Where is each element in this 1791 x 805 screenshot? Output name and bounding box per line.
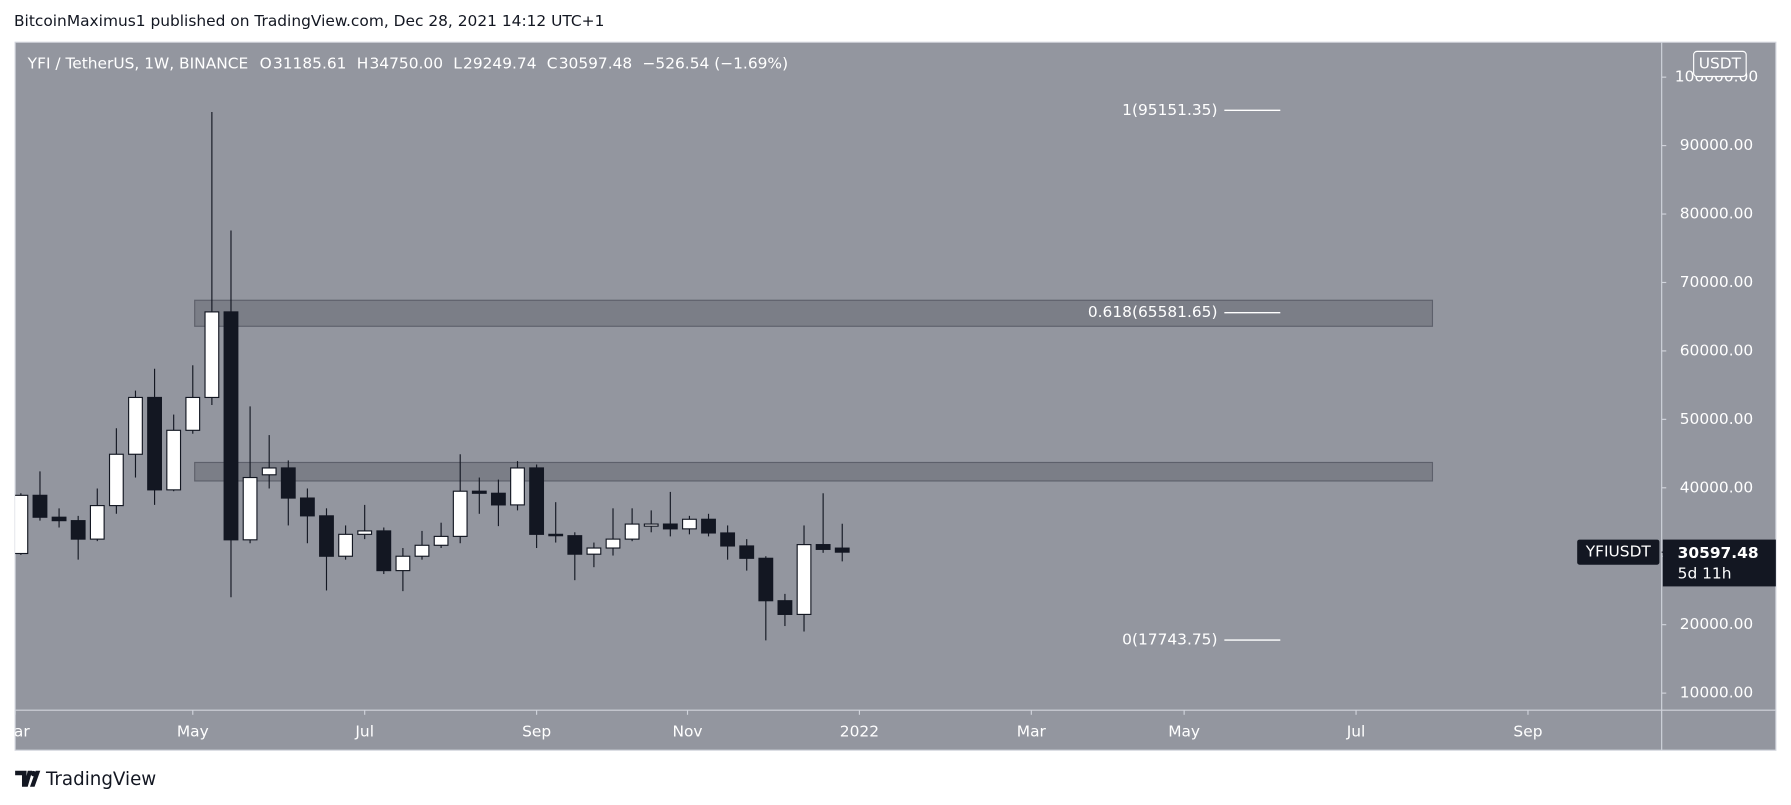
y-tick-label: 20000.00	[1680, 615, 1754, 633]
candle-body	[185, 396, 201, 431]
price-tag	[1662, 539, 1776, 587]
x-tick-label: Mar	[1017, 722, 1047, 740]
ohlc-key: O	[260, 54, 272, 72]
y-tick-label: 80000.00	[1680, 205, 1754, 223]
candle-body	[108, 453, 124, 507]
brand: TradingView	[45, 769, 156, 790]
candle-body	[15, 494, 29, 555]
candle-body	[701, 518, 716, 534]
candle-body	[147, 396, 163, 491]
candle-body	[624, 523, 640, 540]
ohlc-value: 30597.48	[559, 54, 633, 72]
candle-body	[510, 467, 525, 506]
candle-body	[299, 497, 315, 517]
candle-body	[32, 494, 48, 518]
symbol-tag	[1577, 539, 1660, 565]
candle-body	[319, 515, 334, 557]
candle-body	[548, 533, 564, 537]
candle-body	[261, 467, 277, 476]
brand-logo	[15, 770, 41, 787]
y-tick-label: 40000.00	[1680, 478, 1754, 496]
candle-body	[529, 467, 545, 535]
axes: 10000.0020000.0030000.0040000.0050000.00…	[1, 68, 1776, 740]
candle-body	[89, 505, 105, 540]
x-tick-label: Sep	[522, 722, 551, 740]
currency-badge	[1693, 50, 1747, 78]
symbol-tag-label: YFIUSDT	[1585, 543, 1652, 561]
candle-body	[567, 535, 583, 555]
candle-body	[414, 544, 430, 557]
candle-body	[376, 530, 392, 572]
change: −526.54 (−1.69%)	[643, 54, 789, 72]
price-tag-countdown: 5d 11h	[1678, 564, 1732, 582]
y-tick-label: 70000.00	[1680, 273, 1754, 291]
candle-body	[758, 557, 774, 602]
candle-body	[815, 544, 831, 550]
candle-body	[739, 545, 755, 559]
candle-body	[280, 467, 296, 499]
candle-body	[51, 516, 67, 522]
candle-body	[796, 544, 812, 615]
ohlc-key: L	[453, 54, 462, 72]
y-tick-label: 10000.00	[1680, 684, 1754, 702]
x-tick-label: May	[177, 722, 209, 740]
candle-body	[204, 311, 220, 399]
x-tick-label: Jul	[1346, 722, 1366, 740]
candle-body	[166, 429, 182, 491]
candle-body	[338, 533, 354, 557]
attribution: BitcoinMaximus1 published on TradingView…	[14, 12, 604, 30]
candle-body	[643, 523, 659, 527]
candle-body	[605, 538, 621, 549]
x-tick-label: May	[1168, 722, 1200, 740]
candle-body	[490, 492, 506, 506]
candle-body	[681, 518, 697, 530]
ohlc-value: 29249.74	[463, 54, 537, 72]
x-tick-label: Sep	[1513, 722, 1542, 740]
candle-body	[586, 547, 602, 555]
candle-body	[395, 555, 411, 572]
y-tick-label: 90000.00	[1680, 136, 1754, 154]
candle-body	[223, 311, 239, 541]
candle-body	[834, 547, 850, 553]
ohlc-key: H	[357, 54, 369, 72]
x-tick-label: Jul	[354, 722, 374, 740]
resistance-zone	[194, 461, 1434, 482]
candle-body	[242, 476, 258, 541]
price-tag-value: 30597.48	[1678, 544, 1759, 562]
currency: USDT	[1699, 54, 1742, 72]
candle-body	[662, 523, 678, 530]
x-tick-label: Mar	[1, 722, 31, 740]
candle-body	[471, 490, 487, 494]
candle-body	[433, 535, 449, 546]
ohlc-key: C	[547, 54, 558, 72]
candle-body	[777, 600, 793, 615]
x-tick-label: 2022	[840, 722, 879, 740]
y-tick-label: 60000.00	[1680, 341, 1754, 359]
y-tick-label: 50000.00	[1680, 410, 1754, 428]
ohlc-value: 31185.61	[273, 54, 347, 72]
symbol-title: YFI / TetherUS, 1W, BINANCE	[27, 54, 249, 72]
candle-body	[720, 532, 736, 547]
candle-body	[70, 520, 86, 540]
ohlc-header: O 31185.61 H 34750.00 L 29249.74 C 30597.48 −526…	[260, 54, 788, 72]
plot-area: 1(95151.35) 0.618(65581.65) 0(17743.75)	[15, 101, 1434, 649]
candle-body	[452, 490, 468, 537]
ohlc-value: 34750.00	[369, 54, 443, 72]
fib-label: 0(17743.75)	[1122, 631, 1217, 649]
chart-background	[14, 41, 1777, 751]
x-tick-label: Nov	[672, 722, 702, 740]
fib-label: 0.618(65581.65)	[1088, 303, 1218, 321]
candle-body	[357, 530, 373, 535]
fib-label: 1(95151.35)	[1122, 101, 1217, 119]
candle-body	[128, 396, 143, 455]
